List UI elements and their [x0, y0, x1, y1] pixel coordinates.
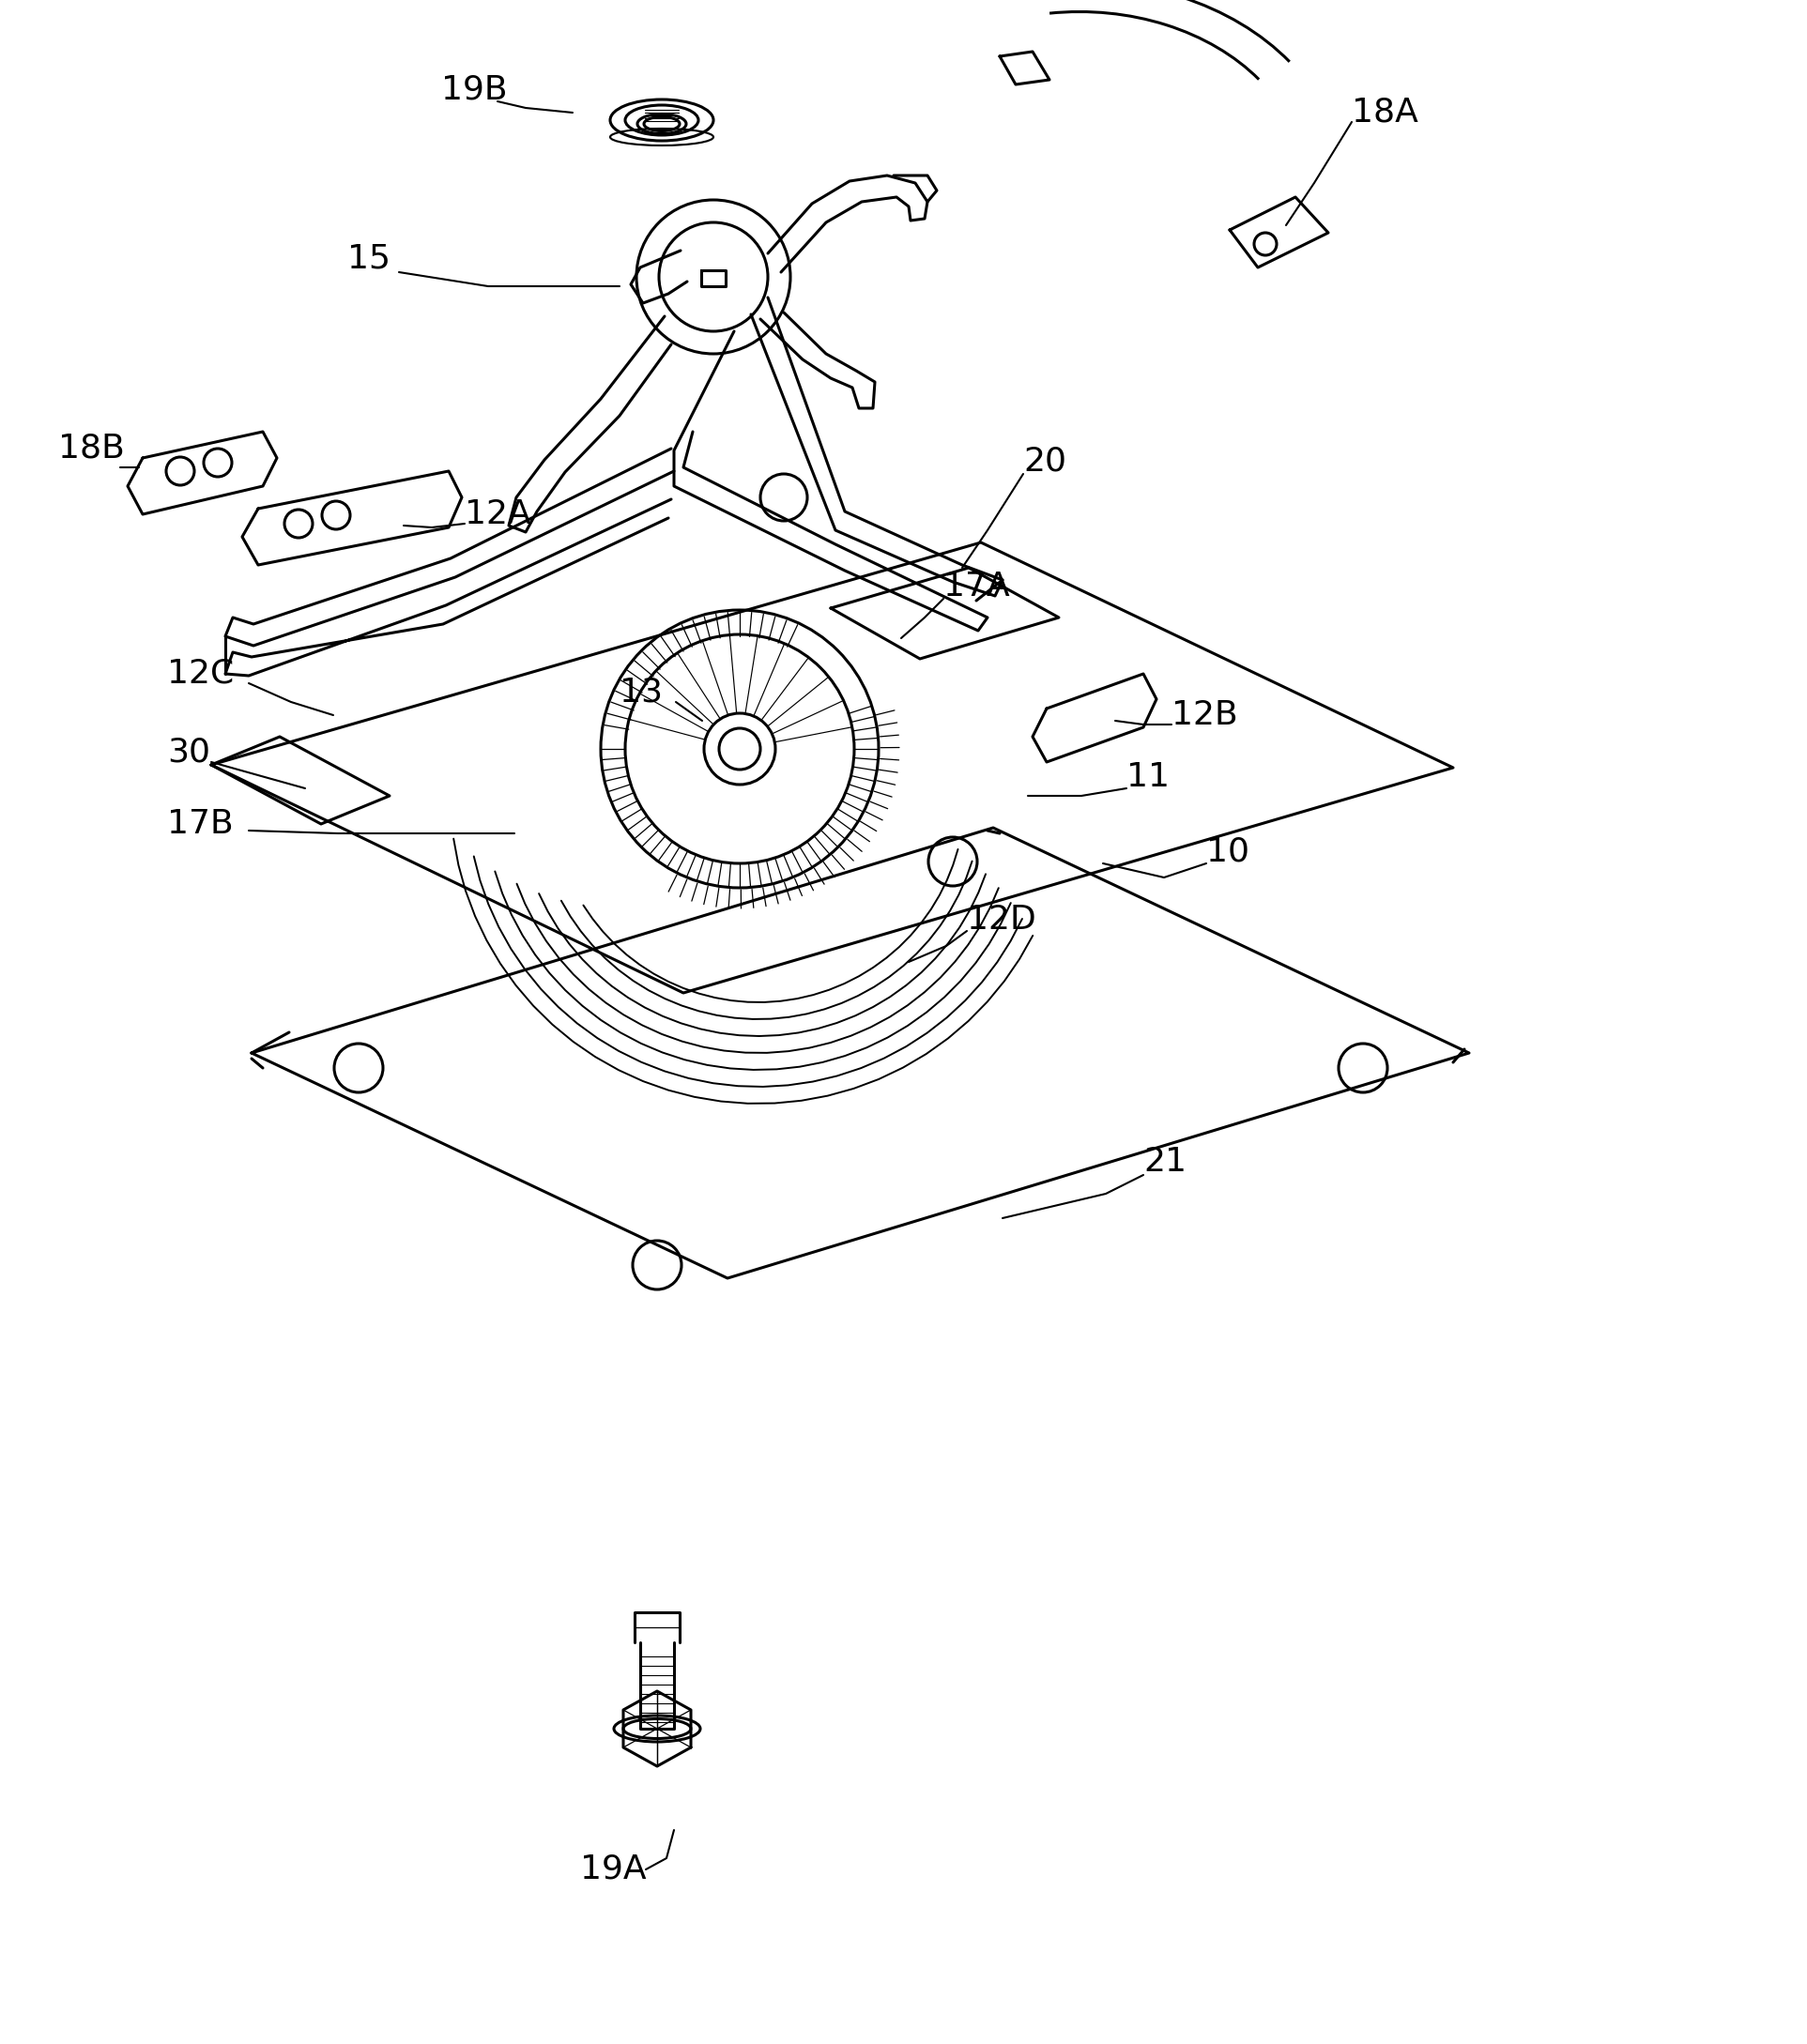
- Text: 12A: 12A: [464, 499, 531, 529]
- Text: 19B: 19B: [441, 74, 508, 104]
- Text: 18B: 18B: [58, 433, 125, 464]
- Text: 13: 13: [620, 677, 663, 709]
- Text: 12C: 12C: [166, 658, 233, 689]
- Text: 17A: 17A: [943, 570, 1010, 603]
- Text: 19A: 19A: [580, 1854, 647, 1885]
- Text: 11: 11: [1126, 760, 1169, 793]
- Text: 10: 10: [1207, 836, 1249, 869]
- Text: 30: 30: [166, 736, 210, 769]
- Text: 18A: 18A: [1352, 96, 1418, 129]
- Text: 20: 20: [1023, 446, 1066, 478]
- Text: 21: 21: [1144, 1147, 1187, 1177]
- Text: 17B: 17B: [166, 807, 233, 840]
- Text: 15: 15: [347, 241, 390, 274]
- Text: 12D: 12D: [967, 903, 1035, 936]
- Text: 12B: 12B: [1171, 699, 1238, 732]
